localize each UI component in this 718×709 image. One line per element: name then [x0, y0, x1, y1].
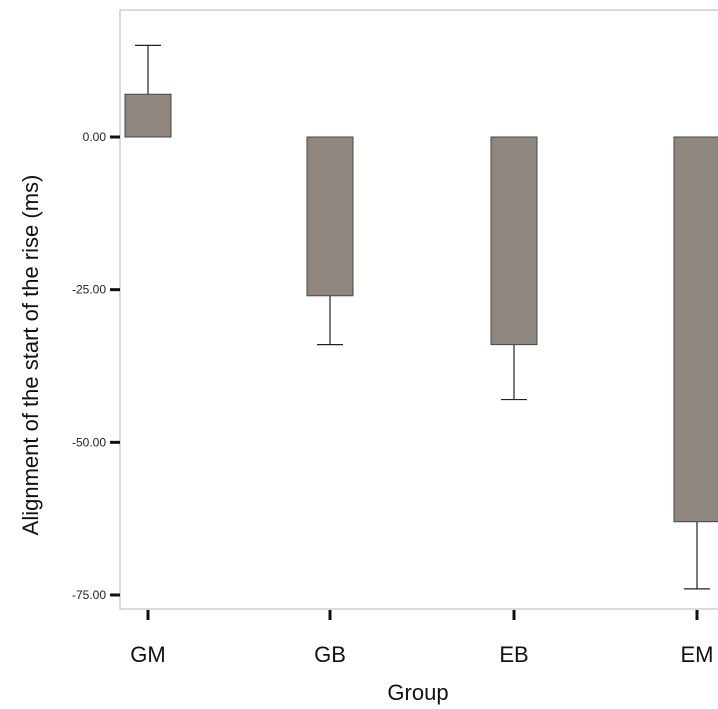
y-tick-label: -75.00: [72, 588, 106, 602]
y-tick-label: -50.00: [72, 435, 106, 449]
bars-layer: [124, 44, 718, 590]
x-tick-label-eb: EB: [499, 642, 528, 667]
y-axis-title: Alignment of the start of the rise (ms): [18, 175, 43, 536]
y-tick-label: 0.00: [83, 130, 107, 144]
y-axis: 0.00 -25.00 -50.00 -75.00: [72, 130, 120, 602]
bar-em: [673, 136, 718, 523]
plot-frame: [119, 9, 718, 610]
x-axis-title: Group: [387, 680, 448, 705]
x-axis: GM GB EB EM: [130, 610, 714, 667]
x-tick-label-em: EM: [681, 642, 714, 667]
bar-eb: [490, 136, 538, 346]
bar-gm: [124, 93, 172, 138]
bar-gb: [306, 136, 354, 297]
y-tick-label: -25.00: [72, 283, 106, 297]
x-tick-label-gm: GM: [130, 642, 165, 667]
x-tick-label-gb: GB: [314, 642, 346, 667]
